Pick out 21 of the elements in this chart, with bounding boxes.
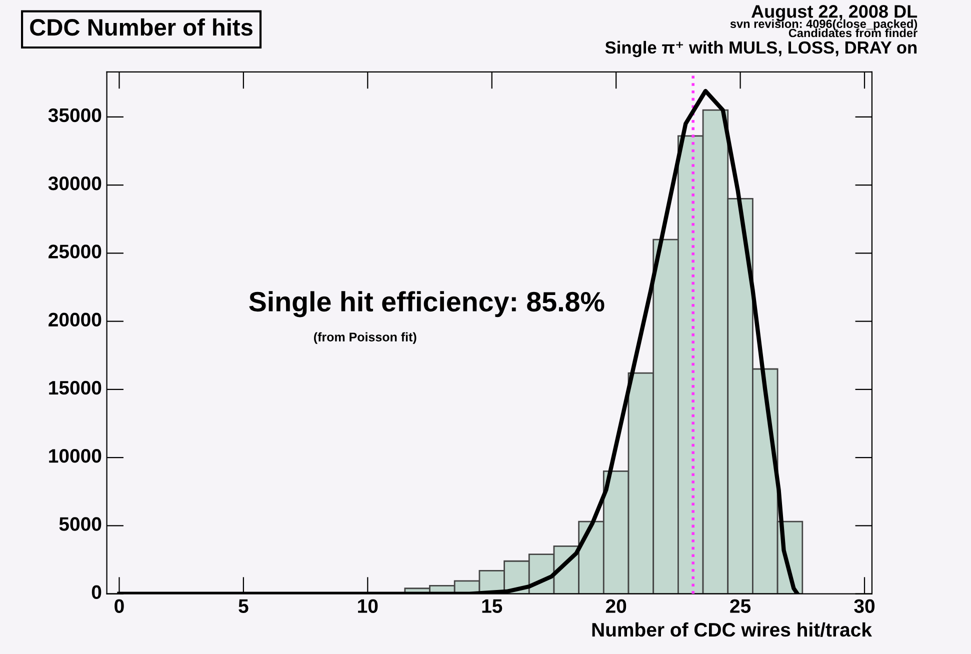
x-tick-label: 20 [606,599,626,613]
text: Single π⁺ with MULS, LOSS, DRAY on [605,40,917,58]
y-tick-label: 35000 [48,108,102,122]
x-tick-label: 0 [114,599,124,613]
x-tick-label: 10 [358,599,378,613]
y-tick-label: 10000 [49,449,102,463]
annotation: (from Poisson fit) [314,332,416,344]
annotation: Single hit efficiency: 85.8% [249,291,604,318]
x-tick-label: 5 [238,599,248,613]
x-tick-label: 25 [730,599,751,613]
y-tick-label: 15000 [49,380,102,395]
text: Candidates from finder [788,28,918,38]
x-axis-title: Number of CDC wires hit/track [592,622,872,637]
y-tick-label: 30000 [48,176,102,190]
y-tick-label: 25000 [48,244,102,258]
chart-title: CDC Number of hits [30,18,252,36]
y-tick-label: 5000 [59,517,102,531]
x-tick-label: 15 [482,599,502,613]
y-tick-label: 20000 [48,312,102,327]
y-tick-label: 0 [92,585,102,600]
x-tick-label: 30 [854,599,875,614]
